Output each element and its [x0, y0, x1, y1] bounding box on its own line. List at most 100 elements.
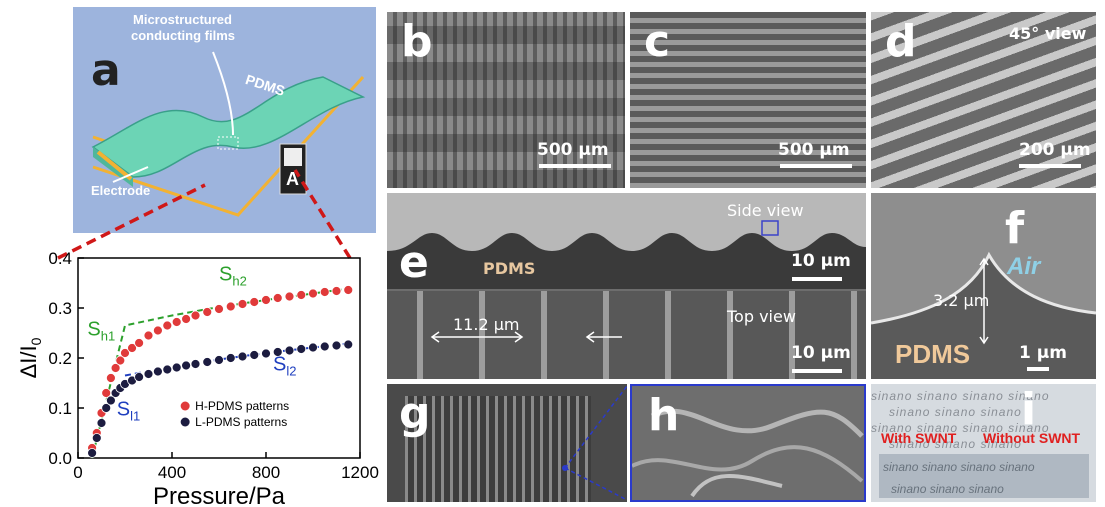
panel-label-i: i: [1021, 384, 1037, 435]
slope-annotations: Sh2 Sh1 Sl2 Sl1: [87, 264, 296, 424]
scale-bar-f: [1027, 367, 1049, 371]
l-pdms-point: [214, 355, 224, 365]
panel-label-d: d: [885, 16, 917, 67]
h-pdms-point: [308, 288, 318, 299]
data-points: [87, 285, 354, 458]
panel-b: b 500 µm: [387, 12, 625, 188]
l-pdms-point: [331, 340, 342, 351]
microstructure-label-1: Microstructured: [133, 12, 232, 27]
scale-bar-d: [1019, 164, 1081, 168]
l-pdms-point: [319, 341, 330, 352]
air-label: Air: [1007, 253, 1041, 280]
scale-text-c: 500 µm: [778, 140, 850, 160]
panel-label-g: g: [399, 388, 431, 439]
l-pdms-point: [106, 395, 116, 406]
electrode-pointer: [112, 166, 149, 183]
h-pdms-point: [171, 317, 182, 327]
legend: H-PDMS patterns L-PDMS patterns: [180, 399, 289, 429]
h-pdms-point: [101, 388, 112, 398]
l-pdms-point: [284, 345, 295, 356]
scale-bar-e-bottom: [792, 369, 842, 373]
panel-h: h: [630, 384, 866, 502]
l-pdms-point: [91, 433, 102, 443]
device-schematic: [91, 51, 366, 217]
l-pdms-point: [296, 344, 307, 354]
pdms-label-f: PDMS: [895, 339, 971, 369]
h-pdms-point: [110, 363, 121, 373]
h-pdms-point: [181, 314, 192, 324]
without-swnt-label: Without SWNT: [983, 430, 1081, 446]
scale-text-b: 500 µm: [537, 140, 609, 160]
y-tick-label: 0.0: [48, 449, 72, 468]
panel-label-c: c: [644, 16, 671, 67]
y-tick-label: 0.3: [48, 299, 72, 318]
watermark-grid: sinano sinano sinano sinano sinano sinan…: [871, 389, 1050, 451]
l-pdms-point: [237, 351, 248, 362]
scale-bar-b: [539, 164, 611, 168]
svg-text:ΔI/I0: ΔI/I0: [16, 337, 44, 378]
h-pdms-point: [272, 293, 283, 303]
panel-label-b: b: [401, 16, 433, 67]
h-pdms-point: [284, 291, 295, 302]
spacing-label: 11.2 µm: [453, 315, 520, 334]
l-pdms-point: [152, 366, 163, 377]
ammeter-display: [284, 148, 302, 166]
panel-label-h: h: [648, 390, 680, 441]
h-pdms-point: [319, 287, 330, 297]
microstructure-label-2: conducting films: [131, 28, 235, 43]
scale-text-e-bottom: 10 µm: [791, 343, 851, 363]
h-pdms-point: [249, 297, 260, 307]
l-pdms-point: [249, 350, 260, 360]
side-view-label: Side view: [727, 201, 804, 220]
h-pdms-point: [162, 320, 173, 331]
h-pdms-point: [225, 301, 236, 312]
l-pdms-point: [181, 360, 192, 371]
view-note-d: 45° view: [1009, 24, 1087, 43]
panel-e: e Side view PDMS 10 µm Top view 11.2 µm …: [387, 193, 866, 379]
height-label: 3.2 µm: [933, 291, 990, 310]
side-view-profile: [387, 193, 866, 251]
h-pdms-point: [127, 343, 137, 353]
with-swnt-label: With SWNT: [881, 430, 957, 446]
y-tick-label: 0.2: [48, 349, 72, 368]
legend-label-l-pdms: L-PDMS patterns: [195, 415, 287, 429]
top-view-label: Top view: [727, 307, 796, 326]
h-pdms-point: [190, 310, 201, 321]
panel-d: d 45° view 200 µm: [871, 12, 1096, 188]
panel-f: f Air 3.2 µm PDMS 1 µm: [871, 193, 1096, 379]
y-axis-label-sub: 0: [28, 337, 44, 345]
h-pdms-point: [343, 285, 354, 295]
panel-g: g: [387, 384, 627, 502]
y-axis-label-main: ΔI/I: [16, 345, 41, 378]
slope-label: Sl1: [117, 399, 140, 424]
l-pdms-point: [308, 342, 318, 353]
h-pdms-point: [331, 286, 342, 296]
panel-i: sinano sinano sinano sinano sinano sinan…: [871, 384, 1096, 502]
y-tick-label: 0.1: [48, 399, 72, 418]
h-pdms-point: [120, 348, 130, 358]
h-pdms-point: [296, 290, 307, 300]
l-pdms-point: [143, 369, 154, 379]
zoom-region: [217, 136, 239, 150]
l-pdms-point: [171, 362, 182, 373]
h-pdms-point: [214, 304, 224, 314]
h-pdms-point: [202, 307, 213, 317]
pdms-label-e: PDMS: [483, 259, 536, 278]
y-ticks: 0.0 0.1 0.2 0.3 0.4: [48, 249, 84, 468]
l-pdms-point: [101, 403, 112, 413]
top-view: Top view 11.2 µm 10 µm: [387, 291, 866, 379]
grating-square: [405, 396, 591, 502]
l-pdms-point: [202, 357, 213, 367]
pointer-arrow: [212, 51, 234, 136]
h-pdms-point: [261, 295, 271, 305]
slope-label: Sl2: [273, 354, 296, 379]
l-pdms-point: [225, 353, 236, 363]
legend-marker-l-pdms: [180, 417, 190, 427]
x-tick-label: 0: [73, 463, 82, 482]
x-tick-label: 800: [252, 463, 280, 482]
film-samples: sinano sinano sinano sinano sinano sinan…: [879, 454, 1089, 498]
fit-line: [91, 287, 349, 459]
x-tick-label: 1200: [341, 463, 379, 482]
panel-label-f: f: [1005, 203, 1025, 254]
